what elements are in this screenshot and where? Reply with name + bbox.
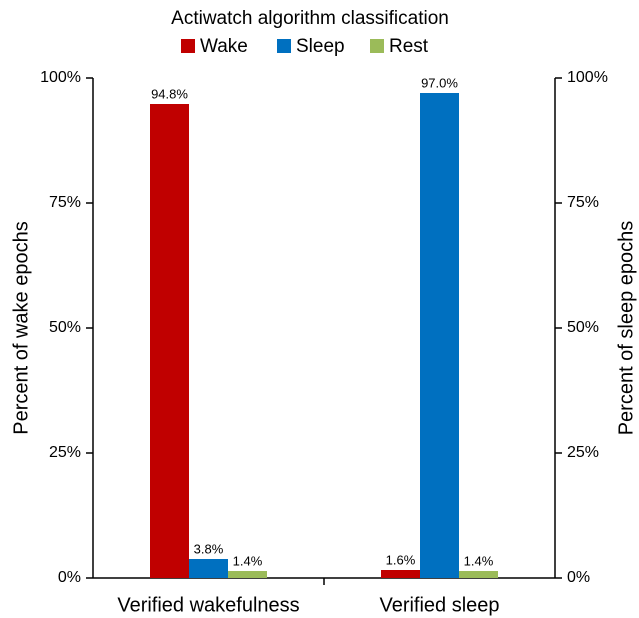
bar xyxy=(381,570,420,578)
value-label: 1.4% xyxy=(464,553,494,568)
y2-tick-label: 0% xyxy=(567,569,590,586)
y2-axis-label: Percent of sleep epochs xyxy=(615,221,637,436)
value-label: 97.0% xyxy=(421,75,458,90)
legend-swatch xyxy=(370,39,384,53)
legend-label: Rest xyxy=(389,36,429,57)
y2-tick-label: 75% xyxy=(567,194,599,211)
bar xyxy=(228,571,267,578)
y-tick-label: 25% xyxy=(49,444,81,461)
y-tick-label: 50% xyxy=(49,319,81,336)
legend-swatch xyxy=(277,39,291,53)
value-label: 1.6% xyxy=(386,552,416,567)
bar xyxy=(150,104,189,578)
y-axis-label: Percent of wake epochs xyxy=(10,221,32,434)
y-tick-label: 75% xyxy=(49,194,81,211)
legend-label: Wake xyxy=(200,36,248,57)
bar xyxy=(189,559,228,578)
chart-title: Actiwatch algorithm classification xyxy=(171,8,449,29)
y2-tick-label: 50% xyxy=(567,319,599,336)
y-tick-label: 0% xyxy=(58,569,81,586)
value-label: 94.8% xyxy=(151,86,188,101)
x-tick-label: Verified wakefulness xyxy=(117,594,299,616)
bar xyxy=(459,571,498,578)
y-tick-label: 100% xyxy=(40,69,81,86)
legend-label: Sleep xyxy=(296,36,345,57)
legend-swatch xyxy=(181,39,195,53)
value-label: 3.8% xyxy=(194,541,224,556)
value-label: 1.4% xyxy=(233,553,263,568)
y2-tick-label: 100% xyxy=(567,69,608,86)
x-tick-label: Verified sleep xyxy=(379,594,499,616)
bar xyxy=(420,93,459,578)
y2-tick-label: 25% xyxy=(567,444,599,461)
